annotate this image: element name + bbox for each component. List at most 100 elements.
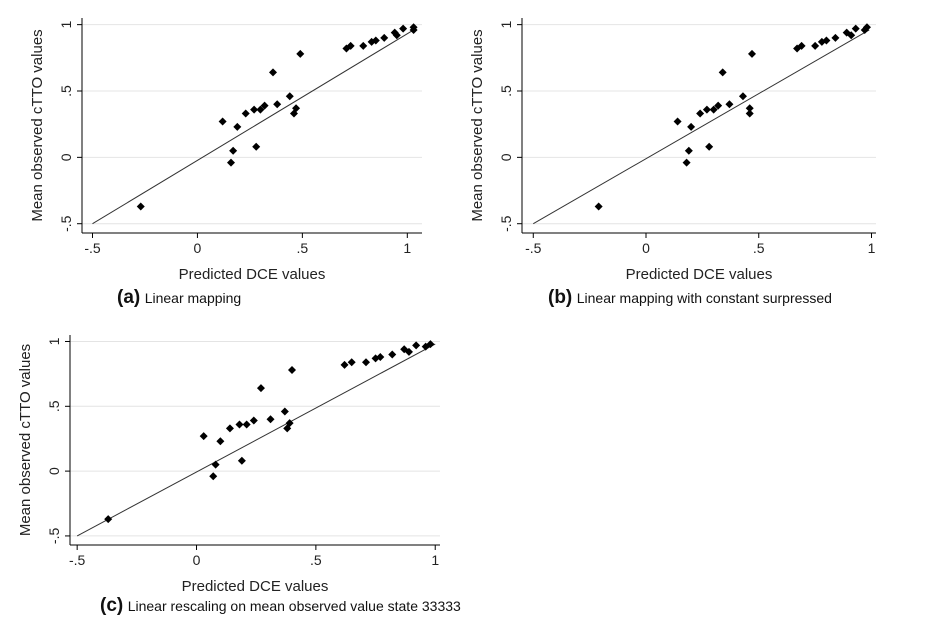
panel-c-point-23: [404, 347, 413, 356]
panel-b-point-13: [745, 109, 754, 118]
panel-a-point-21: [380, 33, 389, 42]
panel-b-point-17: [797, 41, 806, 50]
panel-c-point-5: [225, 424, 234, 433]
panel-b-caption: (b) Linear mapping with constant surpres…: [548, 287, 832, 309]
panel-a-point-6: [250, 105, 259, 114]
panel-c-point-15: [288, 366, 296, 374]
panel-c-point-16: [340, 360, 349, 369]
panel-b-point-24: [851, 24, 860, 33]
panel-c-point-18: [362, 358, 370, 367]
panel-a-point-23: [392, 31, 401, 40]
panel-b-point-0: [594, 202, 603, 211]
panel-b-point-10: [718, 68, 727, 77]
panel-b-point-11: [725, 100, 734, 109]
panel-b-point-18: [811, 41, 820, 50]
panel-a-point-14: [292, 104, 301, 113]
panel-c-x-tick-label-0: -.5: [69, 552, 86, 568]
panel-c-point-17: [347, 358, 356, 367]
panel-b-fit-line: [533, 29, 870, 225]
panel-a-point-9: [260, 101, 269, 110]
panel-b-x-tick-label-1: 0: [642, 240, 650, 256]
panel-b-x-tick-label-0: -.5: [525, 240, 542, 256]
panel-b-point-9: [714, 101, 723, 110]
panel-a-caption-text: Linear mapping: [144, 290, 242, 306]
panel-a-point-20: [371, 36, 380, 45]
panel-b-y-tick-label-3: 1: [498, 21, 514, 29]
panel-a-point-12: [285, 92, 294, 101]
panel-c-point-14: [285, 419, 294, 428]
panel-b-point-21: [831, 33, 840, 42]
panel-a-point-17: [346, 41, 355, 50]
panel-c-y-tick-label-1: 0: [46, 467, 62, 475]
panel-b-point-15: [747, 49, 756, 58]
panel-c-caption-text: Linear rescaling on mean observed value …: [127, 598, 461, 614]
panel-a-point-18: [359, 41, 368, 50]
panel-b-point-26: [862, 23, 871, 32]
panel-c-point-10: [256, 384, 265, 393]
panel-a-point-8: [256, 105, 265, 114]
panel-b-point-3: [684, 146, 693, 155]
panel-b-point-1: [673, 117, 682, 126]
panel-c-point-6: [235, 420, 244, 429]
panel-c-x-tick-label-1: 0: [193, 552, 201, 568]
panel-c-point-11: [266, 415, 275, 424]
panel-b-point-2: [682, 158, 691, 167]
panel-b-label: (b): [548, 287, 573, 308]
panel-b-y-tick-label-2: .5: [498, 85, 514, 97]
panel-c-point-21: [388, 350, 397, 359]
panel-c-x-tick-label-2: .5: [310, 552, 322, 568]
panel-b-point-4: [687, 122, 696, 131]
panel-c-x-axis-title: Predicted DCE values: [182, 578, 329, 595]
panel-b-x-tick-label-2: .5: [753, 240, 765, 256]
panel-a-point-24: [399, 24, 408, 33]
panel-b-point-5: [696, 109, 705, 118]
panel-b-y-tick-label-1: 0: [498, 153, 514, 161]
panel-c-y-axis-title: Mean observed cTTO values: [17, 344, 34, 536]
panel-c-fit-line: [76, 343, 436, 537]
panel-c-label: (c): [100, 595, 124, 616]
panel-a-point-4: [233, 122, 242, 131]
panel-c-point-3: [211, 460, 220, 469]
panel-a-point-15: [296, 49, 305, 58]
panel-a-point-2: [227, 158, 236, 167]
panel-b-y-tick-label-0: -.5: [498, 215, 514, 232]
panel-c-y-tick-label-2: .5: [46, 400, 62, 412]
panel-b-caption-text: Linear mapping with constant surpressed: [576, 290, 832, 306]
panel-c-point-4: [216, 437, 225, 446]
panel-c-point-1: [199, 432, 208, 441]
panel-a-x-axis-title: Predicted DCE values: [179, 266, 326, 283]
panel-a-label: (a): [117, 287, 141, 308]
panel-a-point-26: [409, 23, 418, 32]
panel-a-y-tick-label-1: 0: [58, 153, 74, 161]
panel-b-point-23: [847, 31, 856, 40]
panel-c-point-24: [412, 341, 421, 350]
panel-a-point-5: [241, 109, 250, 118]
panel-b-x-tick-label-3: 1: [868, 240, 876, 256]
panel-a-y-tick-label-3: 1: [58, 21, 74, 29]
panel-a-x-tick-label-0: -.5: [84, 240, 101, 256]
panel-a-x-tick-label-1: 0: [194, 240, 202, 256]
panel-a-point-10: [268, 68, 277, 77]
panel-c-point-0: [104, 515, 113, 524]
panel-b-point-7: [705, 142, 714, 151]
panel-c-x-tick-label-3: 1: [431, 552, 439, 568]
panel-a-point-1: [218, 117, 227, 126]
panel-a-x-tick-label-3: 1: [403, 240, 411, 256]
panel-b-point-12: [738, 92, 747, 101]
panel-c-point-7: [237, 456, 246, 465]
panel-c-caption: (c) Linear rescaling on mean observed va…: [100, 595, 461, 617]
panel-a-point-7: [252, 142, 261, 151]
panel-c-y-tick-label-3: 1: [46, 337, 62, 345]
panel-c-point-2: [209, 472, 218, 481]
panel-b-point-14: [745, 104, 754, 113]
panel-a-y-tick-label-2: .5: [58, 85, 74, 97]
panel-a-caption: (a) Linear mapping: [117, 287, 241, 309]
panel-b-point-6: [702, 105, 711, 114]
panel-c-point-20: [376, 353, 385, 362]
panel-a-point-11: [273, 100, 282, 109]
panel-a-y-axis-title: Mean observed cTTO values: [29, 29, 46, 221]
panel-c-point-12: [280, 407, 289, 416]
